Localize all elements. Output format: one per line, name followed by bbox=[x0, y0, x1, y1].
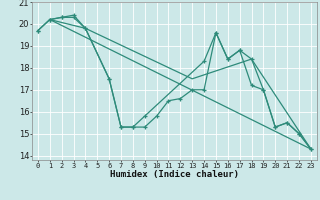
X-axis label: Humidex (Indice chaleur): Humidex (Indice chaleur) bbox=[110, 170, 239, 179]
